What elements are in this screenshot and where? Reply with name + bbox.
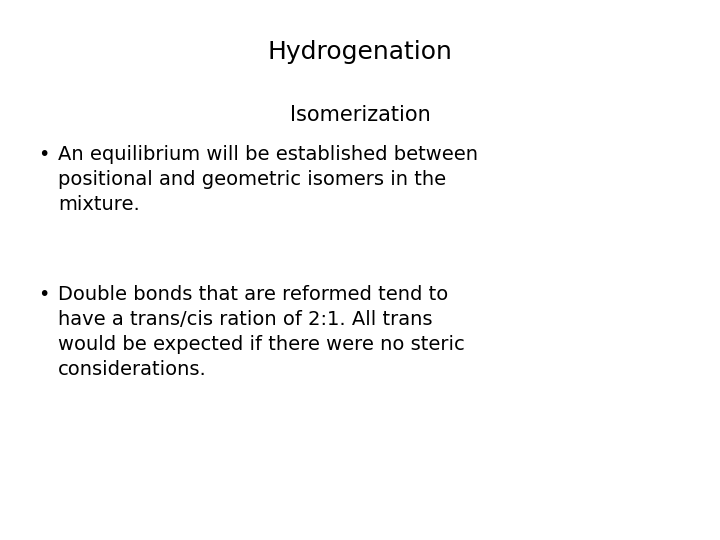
Text: Isomerization: Isomerization [289, 105, 431, 125]
Text: Hydrogenation: Hydrogenation [268, 40, 452, 64]
Text: An equilibrium will be established between
positional and geometric isomers in t: An equilibrium will be established betwe… [58, 145, 478, 214]
Text: Double bonds that are reformed tend to
have a trans/cis ration of 2:1. All trans: Double bonds that are reformed tend to h… [58, 285, 464, 379]
Text: •: • [38, 145, 50, 164]
Text: •: • [38, 285, 50, 304]
